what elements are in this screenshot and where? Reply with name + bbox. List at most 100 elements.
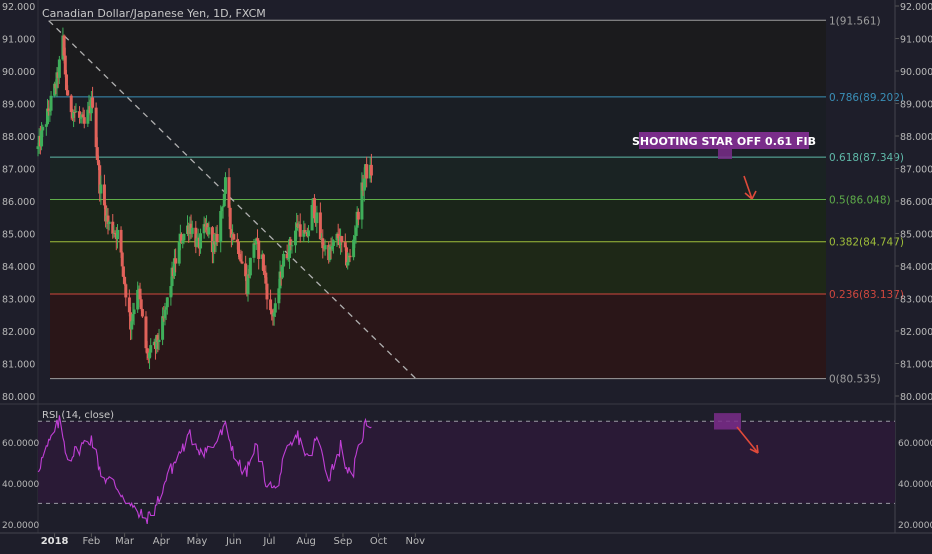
- trendline[interactable]: [48, 20, 416, 379]
- fib-label-0.382: 0.382(84.747): [829, 237, 904, 249]
- candle: [273, 297, 277, 318]
- candle: [219, 205, 223, 253]
- price-tick-label-left: 89.000: [2, 100, 35, 111]
- candle: [82, 109, 86, 129]
- annotations: SHOOTING STAR OFF 0.61 FIB: [632, 132, 816, 454]
- candle-body: [346, 262, 350, 266]
- candle: [232, 232, 236, 241]
- candle: [63, 47, 67, 78]
- candle: [172, 249, 176, 280]
- candle-body: [177, 241, 181, 264]
- candle-body: [365, 164, 369, 179]
- price-tick-label-right: 86.000: [900, 197, 932, 208]
- candle-body: [238, 254, 242, 260]
- candle-body: [227, 177, 231, 208]
- candle: [139, 296, 143, 311]
- candle-body: [286, 258, 290, 260]
- time-tick-label: 2018: [41, 536, 69, 547]
- candle: [164, 306, 168, 321]
- fibonacci-retracement: 1(91.561) 0.786(89.202) 0.618(87.349) 0.5(8…: [50, 15, 904, 386]
- candle-body: [369, 164, 373, 176]
- candle: [303, 223, 307, 234]
- candle: [49, 91, 53, 116]
- candle-body: [356, 211, 360, 220]
- candle-body: [343, 242, 347, 248]
- price-tick-label-left: 91.000: [2, 35, 35, 46]
- candle-body: [270, 310, 274, 315]
- candle-body: [330, 245, 334, 250]
- candle: [55, 66, 59, 97]
- rsi-title: RSI (14, close): [42, 410, 114, 421]
- candle-body: [82, 117, 86, 124]
- price-tick-label-left: 81.000: [2, 360, 35, 371]
- candle-body: [74, 111, 78, 113]
- price-axis-labels: 92.000 92.000 91.000 91.000 90.000 90.000 89.0…: [0, 0, 932, 533]
- candle-body: [222, 193, 226, 207]
- candle: [66, 85, 70, 96]
- candle: [256, 229, 260, 243]
- candle-body: [79, 117, 83, 119]
- candle: [98, 161, 102, 202]
- candle-body: [254, 238, 258, 245]
- candle: [57, 55, 61, 84]
- price-tick-label-left: 90.000: [2, 67, 35, 78]
- price-tick-label-left: 80.000: [2, 392, 35, 403]
- rsi-highlight[interactable]: [714, 413, 741, 430]
- candle-body: [207, 227, 211, 235]
- candle-body: [163, 309, 167, 319]
- candle-body: [41, 126, 45, 131]
- candle: [144, 311, 148, 353]
- candle-body: [269, 299, 273, 311]
- candle: [170, 261, 174, 297]
- candle-body: [106, 215, 110, 224]
- candle: [252, 239, 256, 263]
- candle: [106, 208, 110, 235]
- candle: [91, 86, 95, 109]
- price-tick-label-right: 91.000: [900, 35, 932, 46]
- candle: [265, 277, 269, 310]
- candle: [355, 206, 359, 236]
- candle-body: [219, 211, 223, 242]
- rsi-tick-label-right: 60.0000: [898, 439, 932, 449]
- candle-body: [273, 303, 277, 313]
- candle-body: [331, 240, 335, 246]
- candle-body: [202, 224, 206, 234]
- candle-body: [115, 229, 119, 240]
- candle-body: [360, 182, 364, 220]
- candle-body: [321, 238, 325, 249]
- candle-body: [229, 229, 233, 238]
- candle-body: [344, 247, 348, 266]
- candle-body: [263, 270, 267, 273]
- candle: [223, 172, 227, 201]
- candle: [360, 172, 364, 229]
- candle-body: [174, 258, 178, 264]
- price-tick-label-right: 85.000: [900, 230, 932, 241]
- descending-trendline[interactable]: [48, 20, 416, 379]
- candle: [74, 103, 78, 113]
- candle-body: [215, 233, 219, 242]
- candle-body: [318, 212, 322, 240]
- candle-body: [36, 146, 40, 149]
- candle-body: [354, 227, 358, 236]
- candle-body: [99, 184, 103, 194]
- candle-body: [362, 178, 366, 191]
- candle: [102, 174, 106, 209]
- time-axis: 2018 Feb Mar Apr May Jun Jul Aug Sep Oct Nov: [0, 532, 932, 547]
- price-tick-label-right: 87.000: [900, 165, 932, 176]
- candle-body: [194, 227, 198, 247]
- candle-body: [220, 207, 224, 212]
- candle-body: [180, 234, 184, 243]
- annotation-box[interactable]: [639, 132, 809, 149]
- candle: [132, 302, 136, 326]
- candle-body: [66, 90, 70, 96]
- candle-body: [223, 177, 227, 194]
- candle: [78, 106, 82, 124]
- candle-body: [165, 297, 169, 308]
- candle-body: [131, 314, 135, 322]
- candle: [212, 234, 216, 264]
- candle: [246, 265, 250, 302]
- shooting-star-highlight[interactable]: [718, 149, 732, 159]
- candle: [95, 137, 99, 163]
- candle: [163, 302, 167, 326]
- candle-body: [111, 221, 115, 234]
